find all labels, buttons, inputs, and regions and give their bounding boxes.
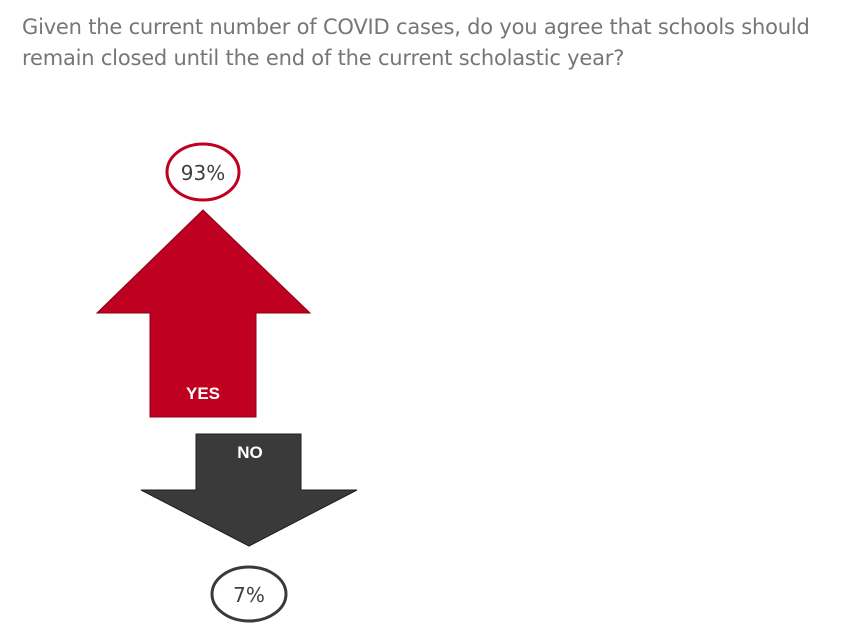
no-category-label: NO <box>237 443 263 462</box>
no-percent-ring <box>210 565 288 623</box>
no-arrow-bar <box>140 433 358 547</box>
yes-percent-ring <box>165 142 241 202</box>
yes-percent-label: 93% <box>181 161 225 185</box>
yes-category-label: YES <box>186 384 220 403</box>
no-percent-label: 7% <box>233 583 265 607</box>
yes-arrow-bar <box>95 209 312 418</box>
question-title: Given the current number of COVID cases,… <box>22 15 810 70</box>
